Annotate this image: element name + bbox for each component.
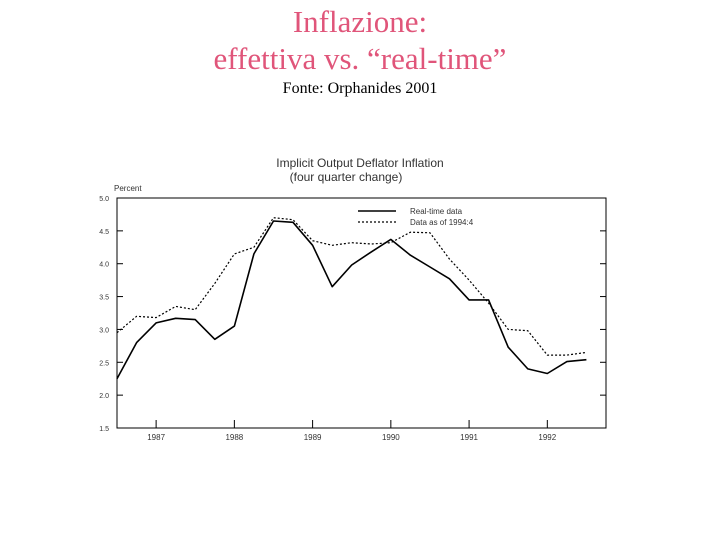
slide-title-line1: Inflazione:: [292, 4, 428, 39]
y-tick-label: 3.0: [99, 327, 109, 334]
x-tick-label: 1989: [304, 433, 322, 442]
y-tick-label: 2.0: [99, 393, 109, 400]
legend-label: Real-time data: [410, 207, 463, 216]
series-line-revised: [116, 217, 587, 356]
x-tick-label: 1991: [460, 433, 478, 442]
chart-title: Implicit Output Deflator Inflation: [276, 156, 443, 170]
y-tick-label: 2.5: [99, 360, 109, 367]
y-tick-label: 5.0: [99, 196, 109, 203]
x-tick-label: 1988: [225, 433, 243, 442]
y-tick-label: 1.5: [99, 426, 109, 433]
y-tick-label: 4.0: [99, 262, 109, 269]
plot-frame: [116, 197, 607, 429]
series-line-real-time: [116, 220, 587, 380]
chart-subtitle: (four quarter change): [290, 170, 403, 184]
source-caption: Fonte: Orphanides 2001: [282, 80, 438, 97]
x-tick-label: 1992: [538, 433, 556, 442]
slide-title-line2: effettiva vs. “real-time”: [213, 41, 507, 76]
legend-label: Data as of 1994:4: [410, 218, 474, 227]
y-axis-label: Percent: [114, 184, 142, 193]
x-tick-label: 1987: [147, 433, 165, 442]
x-tick-label: 1990: [382, 433, 400, 442]
y-tick-label: 3.5: [99, 295, 109, 302]
y-tick-label: 4.5: [99, 229, 109, 236]
